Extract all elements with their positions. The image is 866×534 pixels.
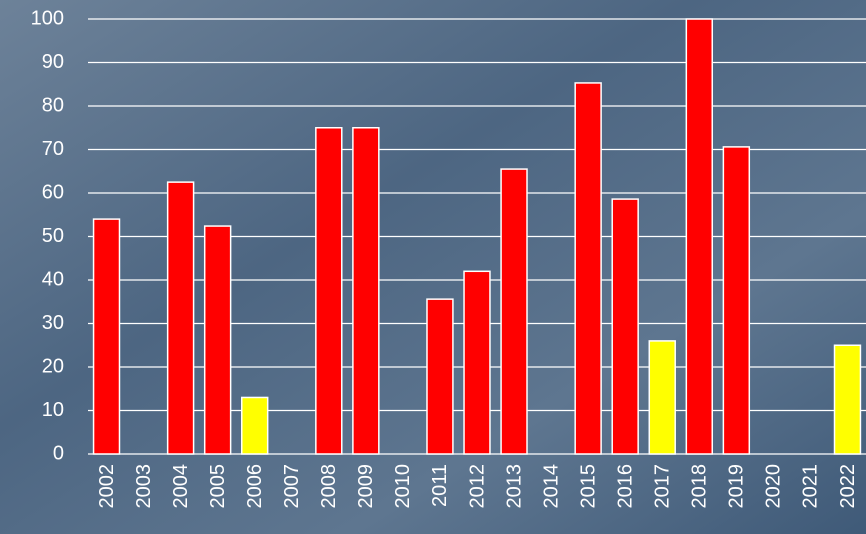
bar xyxy=(426,298,454,455)
x-tick-label: 2020 xyxy=(763,464,785,509)
y-tick-label: 0 xyxy=(53,442,64,464)
bar xyxy=(722,146,751,455)
bar xyxy=(92,218,121,455)
x-tick-label: 2013 xyxy=(503,464,525,509)
bar xyxy=(463,270,491,455)
x-tick-label: 2016 xyxy=(614,464,636,509)
x-tick-label: 2010 xyxy=(392,464,414,509)
x-tick-label: 2015 xyxy=(577,464,599,509)
x-tick-label: 2014 xyxy=(540,464,562,509)
bar xyxy=(648,340,676,455)
bar xyxy=(315,127,343,455)
y-tick-label: 50 xyxy=(42,225,64,247)
y-tick-label: 70 xyxy=(42,138,64,160)
bar xyxy=(574,82,602,455)
x-tick-label: 2021 xyxy=(800,464,822,509)
x-tick-label: 2005 xyxy=(207,464,229,509)
bar xyxy=(833,344,862,455)
y-tick-label: 10 xyxy=(42,399,64,421)
bar xyxy=(611,198,639,455)
x-tick-label: 2003 xyxy=(133,464,155,509)
x-tick-label: 2004 xyxy=(170,464,192,509)
x-tick-label: 2019 xyxy=(726,464,748,509)
x-tick-label: 2007 xyxy=(281,464,303,509)
x-tick-label: 2006 xyxy=(244,464,266,509)
y-tick-label: 90 xyxy=(42,51,64,73)
x-tick-label: 2022 xyxy=(837,464,859,509)
y-tick-label: 40 xyxy=(42,268,64,290)
y-tick-label: 20 xyxy=(42,355,64,377)
x-tick-label: 2012 xyxy=(466,464,488,509)
y-tick-label: 30 xyxy=(42,312,64,334)
bar xyxy=(240,396,269,455)
x-tick-label: 2008 xyxy=(318,464,340,509)
y-tick-label: 80 xyxy=(42,94,64,116)
x-tick-label: 2017 xyxy=(652,464,674,509)
x-tick-label: 2018 xyxy=(689,464,711,509)
x-tick-label: 2009 xyxy=(355,464,377,509)
bar xyxy=(352,127,380,455)
bar xyxy=(500,168,528,455)
x-tick-label: 2002 xyxy=(96,464,118,509)
x-tick-label: 2011 xyxy=(429,464,451,507)
bar xyxy=(203,225,232,455)
y-tick-label: 100 xyxy=(31,7,64,29)
bar xyxy=(166,181,195,455)
y-tick-label: 60 xyxy=(42,181,64,203)
bar xyxy=(685,18,714,455)
